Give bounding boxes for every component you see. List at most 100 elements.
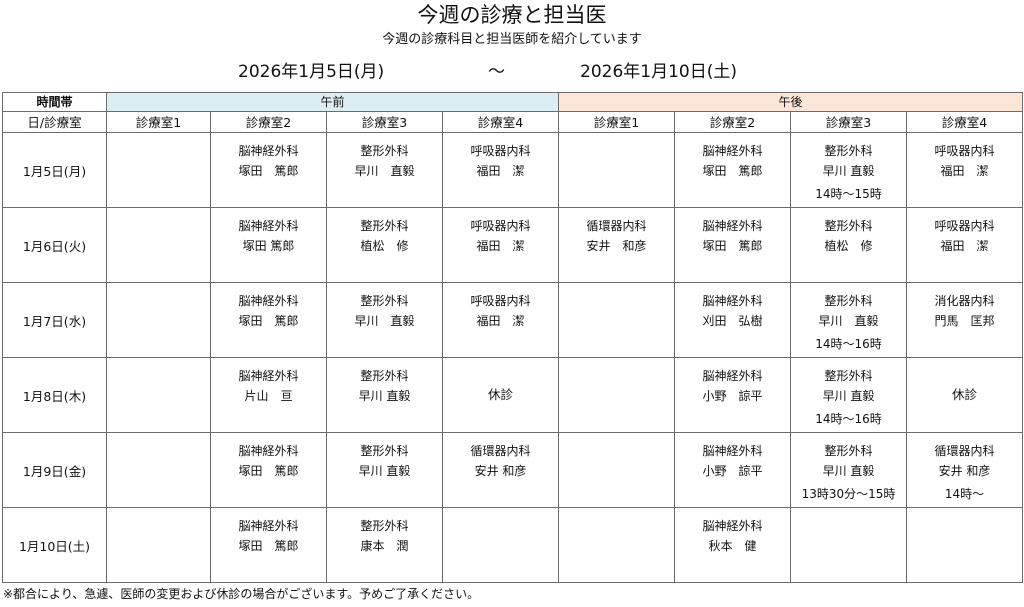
schedule-cell: 脳神経外科 塚田 篤郎 [210,132,327,208]
room-header: 診療室1 [558,111,676,133]
cell-spacer [907,508,1022,516]
day-label: 1月8日(木) [2,357,107,433]
cell-spacer [791,133,906,141]
schedule-cell [441,507,560,583]
schedule-cell: 脳神経外科 片山 亘 [210,357,327,433]
schedule-cell [906,507,1024,583]
schedule-cell: 呼吸器内科 福田 潔 [441,282,560,358]
cell-spacer [107,433,210,441]
schedule-cell [106,282,211,358]
cell-spacer [327,283,442,291]
doctor-name: 塚田 篤郎 [242,239,295,253]
day-label: 1月6日(火) [2,207,107,283]
schedule-cell: 脳神経外科 塚田 篤郎 [210,507,327,583]
schedule-cell [558,357,676,433]
department-name: 整形外科 [360,444,409,458]
schedule-cell [106,132,211,208]
schedule-cell: 整形外科 早川 直毅 13時30分〜15時 [790,432,908,508]
cell-spacer [327,508,442,516]
department-name: 脳神経外科 [702,444,763,458]
department-name: 整形外科 [824,369,873,383]
room-header: 診療室4 [906,111,1024,133]
doctor-name: 早川 直毅 [358,389,411,403]
cell-spacer [907,283,1022,291]
department-name: 整形外科 [824,294,873,308]
page-subtitle: 今週の診療科目と担当医師を紹介しています [382,32,642,47]
schedule-cell: 脳神経外科 塚田 篤郎 [674,132,792,208]
schedule-cell: 休診 [906,357,1024,433]
day-row: 1月8日(木) 脳神経外科 片山 亘整形外科 早川 直毅 休診 脳神経外科 小野 諒平 整形外… [2,357,1024,433]
schedule-cell: 呼吸器内科 福田 潔 [906,132,1024,208]
department-name: 脳神経外科 [702,219,763,233]
pm-header: 午後 [558,92,1024,112]
doctor-name: 塚田 篤郎 [702,239,763,253]
schedule-cell: 脳神経外科塚田 篤郎 [210,432,327,508]
doctor-name: 小野 諒平 [702,464,763,478]
department-name: 整形外科 [360,294,409,308]
day-row: 1月5日(月) 脳神経外科 塚田 篤郎 整形外科 早川 直毅 呼吸器内科 福田 潔脳神経外科… [2,132,1024,208]
schedule-cell: 呼吸器内科 福田 潔 [441,207,560,283]
day-label: 1月10日(土) [2,507,107,583]
department-name: 整形外科 [360,144,409,158]
cell-spacer [443,133,558,141]
department-name: 脳神経外科 [702,144,763,158]
room-header: 診療室2 [210,111,327,133]
day-room-header: 日/診療室 [2,111,107,133]
schedule-cell: 脳神経外科 刈田 弘樹 [674,282,792,358]
doctor-name: 福田 潔 [476,239,525,253]
cell-spacer [791,208,906,216]
cell-spacer [675,208,790,216]
cell-spacer [559,433,674,441]
day-row: 1月7日(水) 脳神経外科 塚田 篤郎 整形外科 早川 直毅 呼吸器内科 福田 潔脳神経外科… [2,282,1024,358]
department-name: 脳神経外科 [702,294,763,308]
department-name: 循環器内科 [586,219,647,233]
closed-label: 休診 [488,387,514,402]
cell-spacer [907,208,1022,216]
department-name: 整形外科 [824,219,873,233]
schedule-cell: 循環器内科安井 和彦 [558,207,676,283]
department-name: 脳神経外科 [238,144,299,158]
cell-spacer [211,133,326,141]
cell-spacer [791,283,906,291]
doctor-name: 小野 諒平 [702,389,763,403]
schedule-cell: 整形外科 早川 直毅 14時〜16時 [790,357,908,433]
doctor-name: 康本 潤 [360,539,409,553]
cell-spacer [443,208,558,216]
cell-spacer [107,208,210,216]
department-name: 脳神経外科 [702,519,763,533]
department-name: 整形外科 [360,219,409,233]
date-range-start: 2026年1月5日(月) [238,62,385,82]
cell-spacer [675,133,790,141]
day-row: 1月6日(火) 脳神経外科 塚田 篤郎 整形外科 植松 修呼吸器内科 福田 潔循環器内科安… [2,207,1024,283]
schedule-cell: 整形外科 早川 直毅 14時〜15時 [790,132,908,208]
cell-spacer [675,283,790,291]
doctor-name: 塚田 篤郎 [238,464,299,478]
doctor-name: 福田 潔 [476,314,525,328]
schedule-cell: 循環器内科 安井 和彦 14時〜 [906,432,1024,508]
cell-spacer [907,133,1022,141]
time-slot: 13時30分〜15時 [801,487,896,501]
cell-spacer [211,508,326,516]
doctor-name: 植松 修 [824,239,873,253]
room-header: 診療室3 [790,111,908,133]
department-name: 脳神経外科 [238,519,299,533]
cell-spacer [211,433,326,441]
doctor-name: 安井 和彦 [586,239,647,253]
department-name: 呼吸器内科 [470,294,531,308]
schedule-cell: 整形外科 早川 直毅 [326,357,443,433]
schedule-cell: 整形外科 早川 直毅 [326,432,443,508]
page-title: 今週の診療と担当医 [417,3,607,27]
schedule-cell [106,357,211,433]
cell-spacer [327,133,442,141]
department-name: 整形外科 [824,144,873,158]
cell-spacer [675,433,790,441]
cell-spacer [791,508,906,516]
schedule-cell: 脳神経外科 小野 諒平 [674,357,792,433]
cell-spacer [675,358,790,366]
cell-spacer [559,208,674,216]
doctor-name: 福田 潔 [940,239,989,253]
department-name: 脳神経外科 [238,444,299,458]
room-header: 診療室2 [674,111,792,133]
schedule-cell [558,132,676,208]
date-range-separator: 〜 [488,62,505,82]
